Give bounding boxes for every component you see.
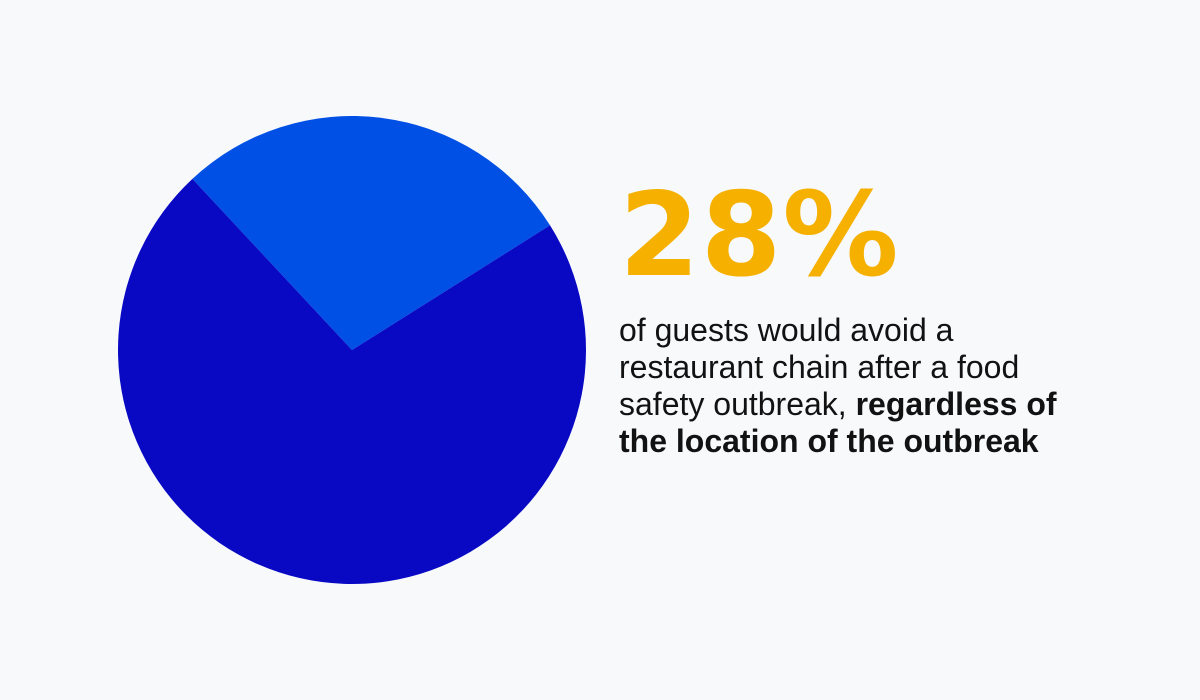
- pie-slices: [118, 116, 586, 584]
- stat-description: of guests would avoid a restaurant chain…: [619, 312, 1079, 460]
- pie-chart: [118, 116, 586, 584]
- stat-emphasis-text: regardless of the location of the outbre…: [619, 386, 1057, 459]
- pie-slice-2: [118, 178, 586, 584]
- pie-chart-svg: [118, 116, 586, 584]
- pie-slice-1: [192, 116, 551, 350]
- stat-percentage: 28%: [619, 168, 900, 303]
- stat-description-text: of guests would avoid a restaurant chain…: [619, 312, 1020, 422]
- stat-callout: 28% of guests would avoid a restaurant c…: [619, 178, 1179, 460]
